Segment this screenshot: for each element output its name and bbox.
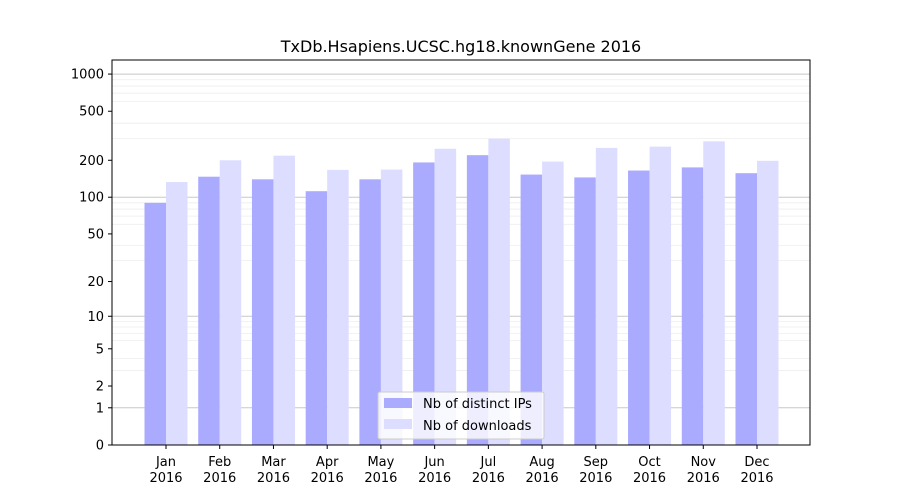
x-tick-label-month: Oct: [638, 455, 660, 470]
chart-title: TxDb.Hsapiens.UCSC.hg18.knownGene 2016: [280, 37, 641, 56]
x-tick-label-year: 2016: [418, 471, 451, 486]
x-tick-label-month: Jan: [155, 455, 176, 470]
bar-distinct-ips: [413, 162, 435, 445]
x-tick-label-month: Sep: [584, 455, 609, 470]
y-tick-label: 2: [96, 380, 104, 395]
legend-label-distinct-ips: Nb of distinct IPs: [423, 397, 532, 412]
y-tick-label: 0: [96, 439, 104, 454]
x-tick-label-month: Feb: [208, 455, 231, 470]
bar-downloads: [595, 147, 618, 445]
bar-downloads: [327, 169, 349, 445]
x-tick-label-month: Nov: [691, 455, 717, 470]
x-tick-label-year: 2016: [579, 471, 612, 486]
bar-distinct-ips: [628, 170, 650, 445]
y-tick-label: 100: [79, 191, 104, 206]
legend-label-downloads: Nb of downloads: [423, 419, 532, 434]
x-axis: Jan2016Feb2016Mar2016Apr2016May2016Jun20…: [149, 445, 774, 486]
x-tick-label-month: Jun: [423, 455, 444, 470]
bar-distinct-ips: [574, 177, 596, 445]
x-tick-label-month: Dec: [744, 455, 769, 470]
legend: Nb of distinct IPs Nb of downloads: [377, 391, 545, 440]
bar-downloads: [542, 161, 564, 445]
y-tick-label: 5: [96, 342, 104, 357]
y-axis: 0 1 2 5 10 20 50 100 200 500 1000: [71, 68, 112, 454]
x-tick-label-month: Mar: [261, 455, 286, 470]
x-tick-label-year: 2016: [364, 471, 397, 486]
x-tick-label-year: 2016: [257, 471, 290, 486]
x-tick-label-month: Aug: [529, 455, 554, 470]
legend-swatch-downloads: [384, 419, 412, 429]
bar-distinct-ips: [144, 202, 166, 445]
bar-downloads: [649, 146, 672, 445]
x-tick-label-year: 2016: [311, 471, 344, 486]
y-tick-label: 10: [87, 310, 104, 325]
x-tick-label-year: 2016: [149, 471, 182, 486]
x-tick-label-year: 2016: [526, 471, 559, 486]
y-tick-label: 1000: [71, 68, 104, 83]
y-tick-label: 50: [87, 227, 104, 242]
bar-distinct-ips: [359, 179, 381, 445]
x-tick-label-month: Jul: [480, 455, 497, 470]
bar-distinct-ips: [681, 167, 704, 445]
bar-distinct-ips: [251, 179, 274, 445]
x-tick-label-year: 2016: [472, 471, 505, 486]
x-tick-label-month: Apr: [316, 455, 339, 470]
bar-downloads: [380, 169, 403, 445]
bar-distinct-ips: [305, 191, 328, 445]
bar-distinct-ips: [198, 176, 220, 445]
bars: [144, 138, 779, 446]
bar-downloads: [757, 160, 779, 445]
legend-frame: [377, 391, 545, 440]
y-tick-label: 200: [79, 154, 104, 169]
bar-downloads: [219, 160, 242, 445]
bar-downloads: [703, 141, 725, 445]
x-tick-label-month: May: [367, 455, 394, 470]
bar-downloads: [434, 148, 457, 446]
bar-downloads: [273, 155, 295, 446]
y-tick-label: 500: [79, 105, 104, 120]
y-tick-label: 1: [96, 401, 104, 416]
legend-swatch-distinct-ips: [384, 398, 412, 408]
x-tick-label-year: 2016: [203, 471, 236, 486]
bar-downloads: [488, 138, 510, 445]
x-tick-label-year: 2016: [633, 471, 666, 486]
plot-area-frame: [111, 59, 811, 446]
bar-distinct-ips: [466, 155, 489, 446]
y-tick-label: 20: [87, 275, 104, 290]
bar-distinct-ips: [520, 174, 543, 446]
x-tick-label-year: 2016: [687, 471, 720, 486]
bar-distinct-ips: [735, 173, 757, 445]
x-tick-label-year: 2016: [740, 471, 773, 486]
bar-downloads: [166, 182, 188, 445]
